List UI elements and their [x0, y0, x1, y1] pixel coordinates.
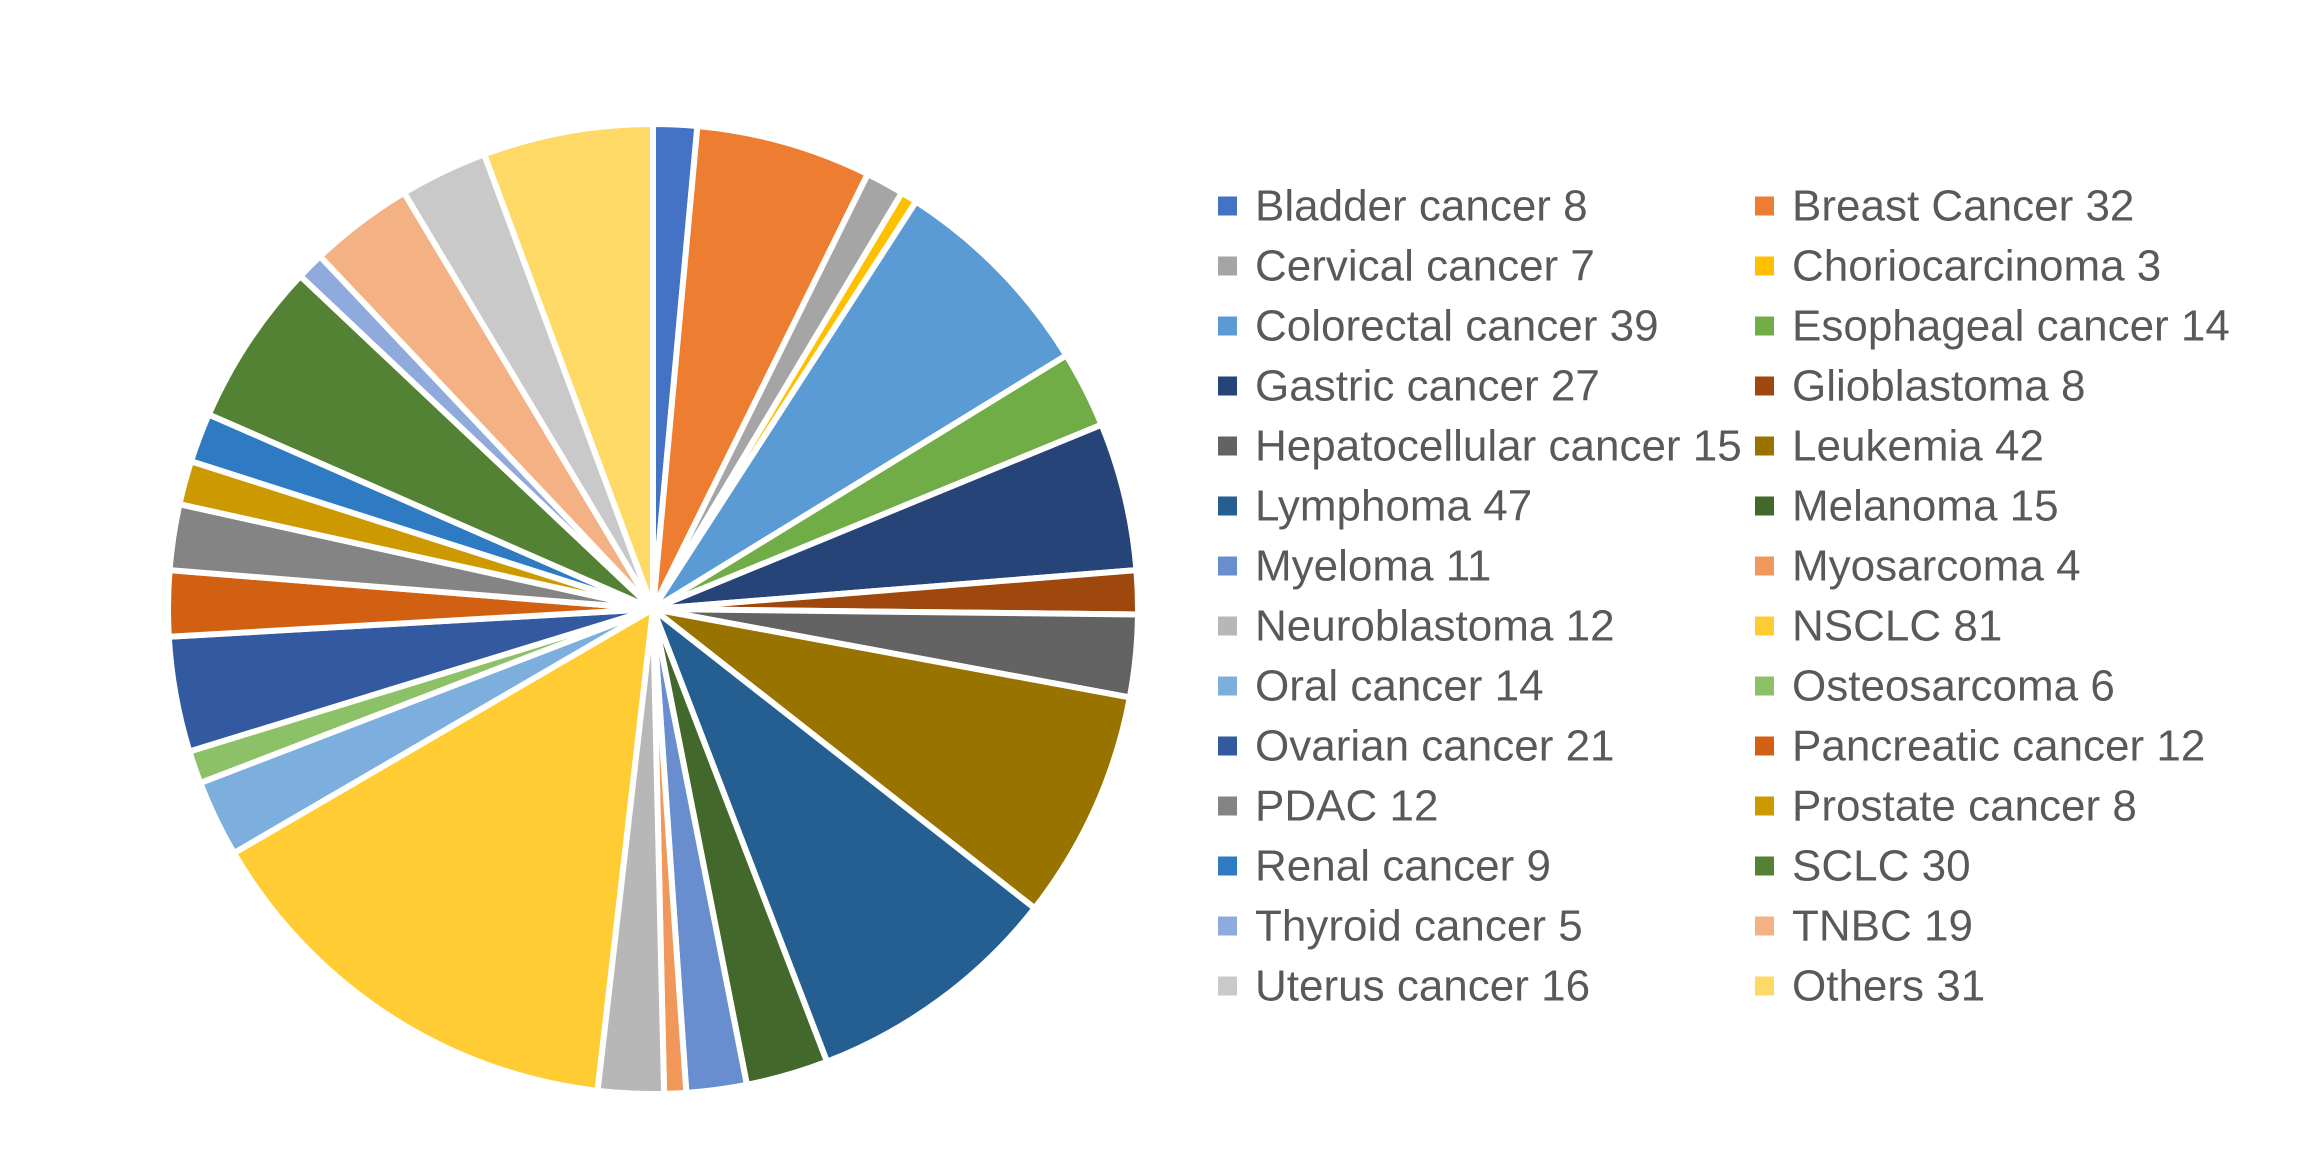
legend-label: Pancreatic cancer 12: [1792, 722, 2205, 771]
legend-item-pancreatic-cancer: Pancreatic cancer 12: [1755, 722, 2205, 771]
legend-swatch: [1218, 676, 1237, 696]
legend-label: Prostate cancer 8: [1792, 782, 2137, 831]
legend-swatch: [1755, 196, 1774, 216]
legend-swatch: [1218, 856, 1237, 876]
legend-label: Colorectal cancer 39: [1255, 302, 1659, 351]
legend-swatch: [1218, 736, 1237, 756]
legend-item-tnbc: TNBC 19: [1755, 902, 1973, 951]
legend-swatch: [1755, 256, 1774, 276]
legend-item-pdac: PDAC 12: [1218, 782, 1438, 831]
legend-label: Hepatocellular cancer 15: [1255, 422, 1742, 471]
legend-label: Melanoma 15: [1792, 482, 2059, 531]
legend-label: Breast Cancer 32: [1792, 182, 2134, 231]
legend-label: Neuroblastoma 12: [1255, 602, 1615, 651]
legend-label: PDAC 12: [1255, 782, 1438, 831]
legend-swatch: [1755, 376, 1774, 396]
legend-item-hepatocellular-cancer: Hepatocellular cancer 15: [1218, 422, 1742, 471]
pie-slices: [165, 121, 1141, 1097]
legend-item-gastric-cancer: Gastric cancer 27: [1218, 362, 1600, 411]
legend: Bladder cancer 8 Breast Cancer 32 Cervical…: [1218, 182, 2230, 1011]
legend-label: Leukemia 42: [1792, 422, 2044, 471]
legend-item-nsclc: NSCLC 81: [1755, 602, 2002, 651]
legend-label: Myeloma 11: [1255, 542, 1491, 591]
legend-swatch: [1755, 676, 1774, 696]
legend-swatch: [1755, 496, 1774, 516]
legend-item-sclc: SCLC 30: [1755, 842, 1971, 891]
legend-item-cervical-cancer: Cervical cancer 7: [1218, 242, 1595, 291]
legend-swatch: [1218, 976, 1237, 996]
legend-label: Esophageal cancer 14: [1792, 302, 2230, 351]
pie-slice-lymphoma: [650, 606, 1038, 1065]
legend-swatch: [1755, 856, 1774, 876]
legend-label: Gastric cancer 27: [1255, 362, 1600, 411]
legend-swatch: [1218, 376, 1237, 396]
legend-swatch: [1755, 436, 1774, 456]
legend-item-colorectal-cancer: Colorectal cancer 39: [1218, 302, 1659, 351]
legend-item-others: Others 31: [1755, 962, 1985, 1011]
legend-swatch: [1755, 556, 1774, 576]
legend-label: Myosarcoma 4: [1792, 542, 2081, 591]
pie-slice-breast-cancer: [650, 123, 871, 612]
legend-swatch: [1218, 316, 1237, 336]
legend-item-choriocarcinoma: Choriocarcinoma 3: [1755, 242, 2161, 291]
legend-item-uterus-cancer: Uterus cancer 16: [1218, 962, 1590, 1011]
legend-item-neuroblastoma: Neuroblastoma 12: [1218, 602, 1615, 651]
legend-item-myeloma: Myeloma 11: [1218, 542, 1491, 591]
legend-swatch: [1755, 736, 1774, 756]
legend-label: Choriocarcinoma 3: [1792, 242, 2161, 291]
legend-swatch: [1218, 436, 1237, 456]
legend-item-esophageal-cancer: Esophageal cancer 14: [1755, 302, 2230, 351]
legend-swatch: [1218, 556, 1237, 576]
legend-item-glioblastoma: Glioblastoma 8: [1755, 362, 2085, 411]
legend-item-melanoma: Melanoma 15: [1755, 482, 2059, 531]
legend-swatch: [1218, 616, 1237, 636]
legend-label: SCLC 30: [1792, 842, 1971, 891]
legend-swatch: [1755, 916, 1774, 936]
legend-label: Lymphoma 47: [1255, 482, 1532, 531]
legend-item-ovarian-cancer: Ovarian cancer 21: [1218, 722, 1615, 771]
legend-item-breast-cancer: Breast Cancer 32: [1755, 182, 2134, 231]
legend-item-oral-cancer: Oral cancer 14: [1218, 662, 1544, 711]
legend-label: Oral cancer 14: [1255, 662, 1544, 711]
legend-label: Thyroid cancer 5: [1255, 902, 1583, 951]
legend-label: Cervical cancer 7: [1255, 242, 1595, 291]
pie-slice-colorectal-cancer: [650, 198, 1070, 612]
legend-item-bladder-cancer: Bladder cancer 8: [1218, 182, 1588, 231]
legend-label: Others 31: [1792, 962, 1985, 1011]
legend-swatch: [1218, 496, 1237, 516]
pie-slice-leukemia: [650, 606, 1133, 912]
legend-swatch: [1755, 976, 1774, 996]
legend-swatch: [1218, 916, 1237, 936]
pie-slice-nsclc: [230, 606, 656, 1094]
pie-slice-sclc: [205, 273, 656, 612]
legend-label: Renal cancer 9: [1255, 842, 1551, 891]
legend-item-renal-cancer: Renal cancer 9: [1218, 842, 1551, 891]
legend-label: Osteosarcoma 6: [1792, 662, 2115, 711]
legend-swatch: [1755, 616, 1774, 636]
legend-item-prostate-cancer: Prostate cancer 8: [1755, 782, 2137, 831]
legend-item-myosarcoma: Myosarcoma 4: [1755, 542, 2081, 591]
legend-item-lymphoma: Lymphoma 47: [1218, 482, 1532, 531]
pie-slice-others: [481, 121, 656, 612]
legend-label: Uterus cancer 16: [1255, 962, 1590, 1011]
legend-label: Bladder cancer 8: [1255, 182, 1588, 231]
legend-label: TNBC 19: [1792, 902, 1973, 951]
legend-label: NSCLC 81: [1792, 602, 2002, 651]
legend-label: Ovarian cancer 21: [1255, 722, 1615, 771]
legend-swatch: [1218, 796, 1237, 816]
legend-swatch: [1755, 796, 1774, 816]
legend-item-osteosarcoma: Osteosarcoma 6: [1755, 662, 2115, 711]
legend-swatch: [1755, 316, 1774, 336]
legend-item-thyroid-cancer: Thyroid cancer 5: [1218, 902, 1583, 951]
legend-item-leukemia: Leukemia 42: [1755, 422, 2044, 471]
legend-label: Glioblastoma 8: [1792, 362, 2085, 411]
legend-swatch: [1218, 256, 1237, 276]
legend-swatch: [1218, 196, 1237, 216]
